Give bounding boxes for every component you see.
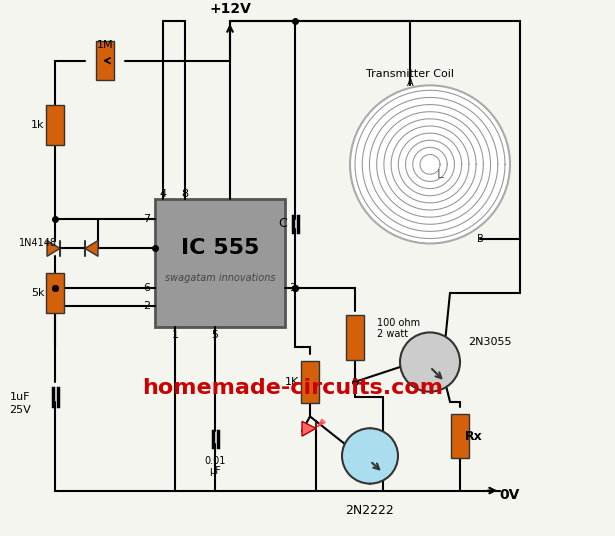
Polygon shape [47,241,60,256]
Text: 1N4148: 1N4148 [19,239,57,249]
Text: Rx: Rx [465,430,483,443]
Text: 2 watt: 2 watt [377,330,408,339]
Polygon shape [85,241,98,256]
Text: homemade-circuits.com: homemade-circuits.com [142,378,443,398]
Bar [346,315,364,360]
Text: L: L [437,168,443,181]
Text: IC 555: IC 555 [181,239,259,258]
Text: 100 ohm: 100 ohm [377,317,420,327]
Text: 1: 1 [172,330,178,340]
Circle shape [400,332,460,392]
Text: +12V: +12V [209,2,251,16]
Bar [46,105,64,145]
Text: 1K: 1K [285,377,299,387]
Circle shape [342,428,398,483]
Text: 8: 8 [181,189,189,199]
Text: 2: 2 [143,301,151,311]
Text: 0.01: 0.01 [204,456,226,466]
Text: 25V: 25V [9,405,31,414]
Text: 1uF: 1uF [10,392,30,401]
Text: A: A [407,78,413,88]
Text: swagatam innovations: swagatam innovations [165,273,276,283]
Text: 3: 3 [290,283,296,293]
Bar [451,414,469,458]
Text: 1M: 1M [97,40,113,50]
Bar [96,41,114,80]
Text: B: B [477,234,483,243]
Text: 5k: 5k [31,288,45,298]
Text: 2N3055: 2N3055 [468,337,512,347]
Text: µF: µF [209,466,221,476]
Text: C: C [279,217,287,230]
Text: 2N2222: 2N2222 [346,504,394,517]
Text: Transmitter Coil: Transmitter Coil [366,69,454,78]
Text: 5: 5 [212,330,218,340]
Bar [155,199,285,327]
Polygon shape [302,421,316,436]
Text: 1k: 1k [31,120,45,130]
Text: 6: 6 [143,283,151,293]
Text: 4: 4 [159,189,167,199]
Bar [301,361,319,403]
Text: 0V: 0V [500,488,520,502]
Circle shape [350,85,510,243]
Bar [46,273,64,312]
Text: 7: 7 [143,214,151,224]
